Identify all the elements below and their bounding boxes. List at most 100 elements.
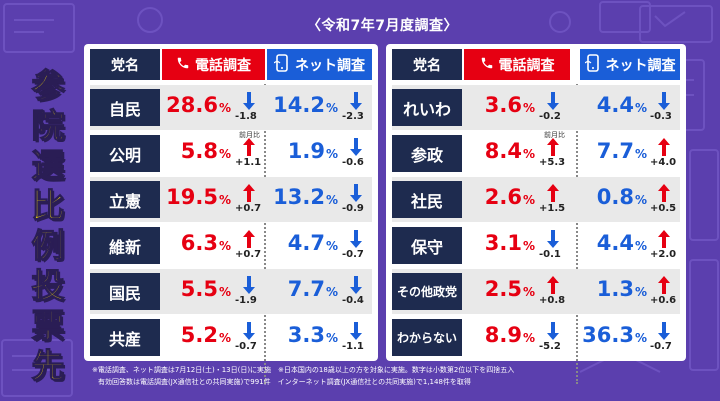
phone-value-number: 5.5 xyxy=(180,277,218,301)
percent-sign: % xyxy=(325,101,338,115)
net-value: 0.8% xyxy=(597,185,647,209)
up-arrow-icon xyxy=(243,138,255,156)
table-row: 自民 28.6% -1.8 14.2% -2.3 xyxy=(90,85,372,130)
percent-sign: % xyxy=(218,101,231,115)
phone-value-number: 3.1 xyxy=(484,231,522,255)
table-row: 維新 6.3% +0.7 4.7% -0.7 xyxy=(90,223,372,268)
phone-value-number: 2.6 xyxy=(484,185,522,209)
net-change: -0.7 xyxy=(650,341,672,352)
table-row: れいわ 3.6% -0.2 4.4% -0.3 xyxy=(392,85,680,130)
down-arrow-icon xyxy=(350,230,362,248)
table-row: その他政党 2.5% +0.8 1.3% +0.6 xyxy=(392,269,680,314)
column-divider xyxy=(264,84,266,384)
phone-icon xyxy=(176,56,190,74)
net-value-number: 36.3 xyxy=(582,323,634,347)
table-row: 公明 5.8% +1.1 1.9% -0.6 xyxy=(90,131,372,176)
net-value: 14.2% xyxy=(273,93,338,117)
phone-value: 5.8% xyxy=(181,139,231,163)
table-row: 保守 3.1% -0.1 4.4% +2.0 xyxy=(392,223,680,268)
phone-value-number: 3.6 xyxy=(484,93,522,117)
net-value: 4.4% xyxy=(597,231,647,255)
phone-value-number: 8.9 xyxy=(484,323,522,347)
down-arrow-icon xyxy=(243,276,255,294)
phone-value-number: 5.2 xyxy=(180,323,218,347)
party-name: れいわ xyxy=(392,89,462,126)
down-arrow-icon xyxy=(547,322,559,340)
percent-sign: % xyxy=(325,285,338,299)
title-char: 票 xyxy=(31,305,65,345)
header-phone-label: 電話調査 xyxy=(195,57,251,74)
down-arrow-icon xyxy=(243,92,255,110)
phone-change: +0.8 xyxy=(539,295,566,306)
net-value-number: 4.7 xyxy=(287,231,325,255)
phone-change: -1.9 xyxy=(235,295,257,306)
net-value: 7.7% xyxy=(597,139,647,163)
net-change: -0.3 xyxy=(650,111,672,122)
party-name: 共産 xyxy=(90,319,160,356)
main-title: 参院選比例投票先 xyxy=(27,65,69,386)
net-value-number: 3.3 xyxy=(287,323,325,347)
percent-sign: % xyxy=(325,147,338,161)
up-arrow-icon xyxy=(243,184,255,202)
down-arrow-icon xyxy=(658,322,670,340)
percent-sign: % xyxy=(634,193,647,207)
party-name: わからない xyxy=(392,319,462,356)
party-name: 維新 xyxy=(90,227,160,264)
phone-change: +5.3 xyxy=(539,157,566,168)
phone-value: 2.5% xyxy=(485,277,535,301)
party-name: 自民 xyxy=(90,89,160,126)
header-party: 党名 xyxy=(90,49,160,80)
table-row: 社民 2.6% +1.5 0.8% +0.5 xyxy=(392,177,680,222)
percent-sign: % xyxy=(325,193,338,207)
net-change: -0.9 xyxy=(342,203,364,214)
header-net-label: ネット調査 xyxy=(295,57,365,74)
net-value-number: 7.7 xyxy=(596,139,634,163)
net-value: 3.3% xyxy=(288,323,338,347)
net-change: +4.0 xyxy=(650,157,677,168)
phone-change: -5.2 xyxy=(539,341,561,352)
up-arrow-icon xyxy=(658,276,670,294)
party-name: 保守 xyxy=(392,227,462,264)
table-row: 国民 5.5% -1.9 7.7% -0.4 xyxy=(90,269,372,314)
percent-sign: % xyxy=(634,147,647,161)
net-change: +0.6 xyxy=(650,295,677,306)
phone-value-number: 28.6 xyxy=(166,93,218,117)
table-row: わからない 8.9% -5.2 36.3% -0.7 xyxy=(392,315,680,360)
right-results-table: 党名 電話調査 ネット調査 前月比 れいわ 3.6% -0.2 4.4% -0.3 参政 8… xyxy=(386,44,686,384)
down-arrow-icon xyxy=(350,92,362,110)
phone-change: -0.2 xyxy=(539,111,561,122)
net-value-number: 0.8 xyxy=(596,185,634,209)
percent-sign: % xyxy=(218,239,231,253)
phone-value: 3.1% xyxy=(485,231,535,255)
phone-value: 2.6% xyxy=(485,185,535,209)
down-arrow-icon xyxy=(350,184,362,202)
down-arrow-icon xyxy=(350,276,362,294)
party-name: 国民 xyxy=(90,273,160,310)
down-arrow-icon xyxy=(547,92,559,110)
percent-sign: % xyxy=(522,331,535,345)
net-value-number: 1.3 xyxy=(596,277,634,301)
phone-value-number: 19.5 xyxy=(166,185,218,209)
header-net-survey: ネット調査 xyxy=(267,49,372,80)
net-value: 4.4% xyxy=(597,93,647,117)
title-char: 選 xyxy=(31,145,65,185)
net-value: 1.9% xyxy=(288,139,338,163)
up-arrow-icon xyxy=(547,276,559,294)
down-arrow-icon xyxy=(350,322,362,340)
phone-value-number: 2.5 xyxy=(484,277,522,301)
percent-sign: % xyxy=(522,101,535,115)
net-change: -1.1 xyxy=(342,341,364,352)
percent-sign: % xyxy=(218,285,231,299)
net-change: +0.5 xyxy=(650,203,677,214)
net-value: 4.7% xyxy=(288,231,338,255)
net-value: 1.3% xyxy=(597,277,647,301)
phone-change: +1.1 xyxy=(235,157,262,168)
header-phone-survey: 電話調査 xyxy=(162,49,265,80)
down-arrow-icon xyxy=(547,230,559,248)
phone-value: 28.6% xyxy=(166,93,231,117)
prev-month-label-phone: 前月比 xyxy=(544,131,565,139)
net-change: -0.4 xyxy=(342,295,364,306)
phone-value: 6.3% xyxy=(181,231,231,255)
percent-sign: % xyxy=(325,331,338,345)
up-arrow-icon xyxy=(658,184,670,202)
